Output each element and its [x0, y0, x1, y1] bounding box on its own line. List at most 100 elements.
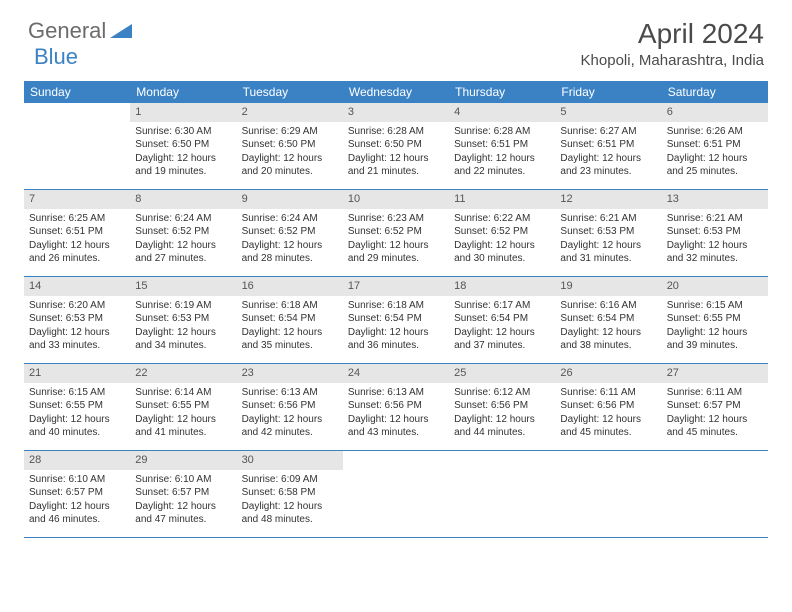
daylight-text-1: Daylight: 12 hours [348, 152, 444, 166]
daylight-text-2: and 34 minutes. [135, 339, 231, 353]
logo-text-blue: Blue [34, 44, 78, 70]
day-cell: 2Sunrise: 6:29 AMSunset: 6:50 PMDaylight… [237, 103, 343, 189]
sunset-text: Sunset: 6:51 PM [667, 138, 763, 152]
daylight-text-1: Daylight: 12 hours [348, 326, 444, 340]
day-body: Sunrise: 6:22 AMSunset: 6:52 PMDaylight:… [449, 209, 555, 270]
sunset-text: Sunset: 6:57 PM [29, 486, 125, 500]
day-cell: 24Sunrise: 6:13 AMSunset: 6:56 PMDayligh… [343, 364, 449, 450]
sunset-text: Sunset: 6:56 PM [242, 399, 338, 413]
daylight-text-1: Daylight: 12 hours [135, 326, 231, 340]
sunrise-text: Sunrise: 6:10 AM [135, 473, 231, 487]
day-cell [24, 103, 130, 189]
day-number: 16 [237, 277, 343, 296]
day-body: Sunrise: 6:16 AMSunset: 6:54 PMDaylight:… [555, 296, 661, 357]
daylight-text-1: Daylight: 12 hours [560, 413, 656, 427]
day-number: 4 [449, 103, 555, 122]
day-cell: 12Sunrise: 6:21 AMSunset: 6:53 PMDayligh… [555, 190, 661, 276]
daylight-text-2: and 27 minutes. [135, 252, 231, 266]
weekday-thursday: Thursday [449, 81, 555, 103]
sunset-text: Sunset: 6:54 PM [348, 312, 444, 326]
daylight-text-1: Daylight: 12 hours [454, 239, 550, 253]
day-number: 19 [555, 277, 661, 296]
day-number: 11 [449, 190, 555, 209]
daylight-text-1: Daylight: 12 hours [135, 152, 231, 166]
daylight-text-1: Daylight: 12 hours [242, 239, 338, 253]
daylight-text-2: and 42 minutes. [242, 426, 338, 440]
daylight-text-2: and 21 minutes. [348, 165, 444, 179]
day-body: Sunrise: 6:19 AMSunset: 6:53 PMDaylight:… [130, 296, 236, 357]
day-number: 9 [237, 190, 343, 209]
daylight-text-1: Daylight: 12 hours [242, 500, 338, 514]
day-cell: 26Sunrise: 6:11 AMSunset: 6:56 PMDayligh… [555, 364, 661, 450]
day-body: Sunrise: 6:09 AMSunset: 6:58 PMDaylight:… [237, 470, 343, 531]
daylight-text-2: and 29 minutes. [348, 252, 444, 266]
day-number: 27 [662, 364, 768, 383]
daylight-text-2: and 47 minutes. [135, 513, 231, 527]
sunrise-text: Sunrise: 6:13 AM [242, 386, 338, 400]
sunset-text: Sunset: 6:57 PM [667, 399, 763, 413]
day-number: 29 [130, 451, 236, 470]
day-cell: 19Sunrise: 6:16 AMSunset: 6:54 PMDayligh… [555, 277, 661, 363]
day-body: Sunrise: 6:13 AMSunset: 6:56 PMDaylight:… [343, 383, 449, 444]
daylight-text-2: and 43 minutes. [348, 426, 444, 440]
daylight-text-1: Daylight: 12 hours [454, 413, 550, 427]
weekday-header-row: Sunday Monday Tuesday Wednesday Thursday… [24, 81, 768, 103]
daylight-text-2: and 26 minutes. [29, 252, 125, 266]
sunrise-text: Sunrise: 6:15 AM [667, 299, 763, 313]
daylight-text-2: and 37 minutes. [454, 339, 550, 353]
week-row: 1Sunrise: 6:30 AMSunset: 6:50 PMDaylight… [24, 103, 768, 190]
sunset-text: Sunset: 6:54 PM [454, 312, 550, 326]
daylight-text-1: Daylight: 12 hours [667, 239, 763, 253]
sunset-text: Sunset: 6:58 PM [242, 486, 338, 500]
sunrise-text: Sunrise: 6:24 AM [242, 212, 338, 226]
daylight-text-1: Daylight: 12 hours [242, 413, 338, 427]
day-body: Sunrise: 6:14 AMSunset: 6:55 PMDaylight:… [130, 383, 236, 444]
day-number: 6 [662, 103, 768, 122]
day-cell: 6Sunrise: 6:26 AMSunset: 6:51 PMDaylight… [662, 103, 768, 189]
daylight-text-1: Daylight: 12 hours [135, 413, 231, 427]
day-number: 24 [343, 364, 449, 383]
daylight-text-2: and 41 minutes. [135, 426, 231, 440]
sunset-text: Sunset: 6:55 PM [135, 399, 231, 413]
day-cell: 16Sunrise: 6:18 AMSunset: 6:54 PMDayligh… [237, 277, 343, 363]
sunset-text: Sunset: 6:57 PM [135, 486, 231, 500]
sunrise-text: Sunrise: 6:10 AM [29, 473, 125, 487]
sunset-text: Sunset: 6:53 PM [135, 312, 231, 326]
day-body: Sunrise: 6:23 AMSunset: 6:52 PMDaylight:… [343, 209, 449, 270]
day-body: Sunrise: 6:15 AMSunset: 6:55 PMDaylight:… [24, 383, 130, 444]
week-row: 21Sunrise: 6:15 AMSunset: 6:55 PMDayligh… [24, 364, 768, 451]
sunset-text: Sunset: 6:52 PM [135, 225, 231, 239]
sunset-text: Sunset: 6:50 PM [348, 138, 444, 152]
day-cell: 5Sunrise: 6:27 AMSunset: 6:51 PMDaylight… [555, 103, 661, 189]
sunrise-text: Sunrise: 6:27 AM [560, 125, 656, 139]
weekday-saturday: Saturday [662, 81, 768, 103]
week-row: 28Sunrise: 6:10 AMSunset: 6:57 PMDayligh… [24, 451, 768, 538]
day-cell: 1Sunrise: 6:30 AMSunset: 6:50 PMDaylight… [130, 103, 236, 189]
sunrise-text: Sunrise: 6:26 AM [667, 125, 763, 139]
day-body: Sunrise: 6:28 AMSunset: 6:51 PMDaylight:… [449, 122, 555, 183]
day-number: 2 [237, 103, 343, 122]
sunset-text: Sunset: 6:54 PM [560, 312, 656, 326]
day-cell [662, 451, 768, 537]
sunset-text: Sunset: 6:55 PM [667, 312, 763, 326]
title-block: April 2024 Khopoli, Maharashtra, India [581, 18, 764, 69]
daylight-text-2: and 22 minutes. [454, 165, 550, 179]
day-cell: 9Sunrise: 6:24 AMSunset: 6:52 PMDaylight… [237, 190, 343, 276]
daylight-text-1: Daylight: 12 hours [560, 152, 656, 166]
daylight-text-1: Daylight: 12 hours [29, 500, 125, 514]
day-body: Sunrise: 6:10 AMSunset: 6:57 PMDaylight:… [24, 470, 130, 531]
sunrise-text: Sunrise: 6:20 AM [29, 299, 125, 313]
day-body: Sunrise: 6:21 AMSunset: 6:53 PMDaylight:… [662, 209, 768, 270]
daylight-text-1: Daylight: 12 hours [242, 152, 338, 166]
day-number: 18 [449, 277, 555, 296]
daylight-text-1: Daylight: 12 hours [242, 326, 338, 340]
sunrise-text: Sunrise: 6:18 AM [348, 299, 444, 313]
sunrise-text: Sunrise: 6:29 AM [242, 125, 338, 139]
day-cell: 7Sunrise: 6:25 AMSunset: 6:51 PMDaylight… [24, 190, 130, 276]
sunset-text: Sunset: 6:56 PM [454, 399, 550, 413]
daylight-text-2: and 19 minutes. [135, 165, 231, 179]
day-cell: 27Sunrise: 6:11 AMSunset: 6:57 PMDayligh… [662, 364, 768, 450]
day-body: Sunrise: 6:28 AMSunset: 6:50 PMDaylight:… [343, 122, 449, 183]
day-body: Sunrise: 6:21 AMSunset: 6:53 PMDaylight:… [555, 209, 661, 270]
weekday-tuesday: Tuesday [237, 81, 343, 103]
